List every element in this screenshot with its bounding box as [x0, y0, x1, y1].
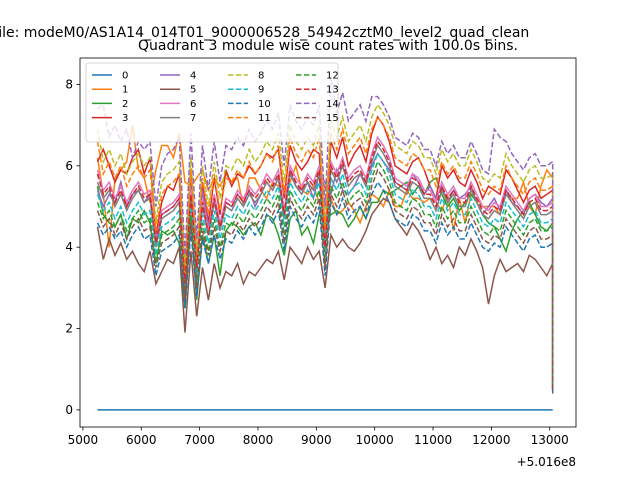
legend-label-14: 14 [326, 99, 339, 110]
legend-label-5: 5 [190, 85, 196, 96]
legend-frame [85, 62, 339, 143]
legend-label-4: 4 [190, 71, 196, 82]
x-tick-label: 9000 [301, 433, 332, 447]
series-line-8 [96, 103, 554, 386]
x-offset-label: +5.016e8 [517, 455, 576, 469]
legend-label-6: 6 [190, 99, 196, 110]
series-line-15 [96, 168, 554, 392]
x-tick-label: 8000 [243, 433, 274, 447]
series-line-12 [96, 160, 554, 390]
x-tick-label: 7000 [184, 433, 215, 447]
y-tick-label: 4 [65, 240, 73, 254]
x-tick-label: 13000 [531, 433, 569, 447]
legend-label-10: 10 [258, 99, 271, 110]
series-line-5 [96, 197, 554, 394]
legend-label-15: 15 [326, 113, 339, 124]
x-tick-label: 5000 [68, 433, 99, 447]
legend-label-13: 13 [326, 85, 339, 96]
series-line-3 [96, 115, 554, 390]
chart-title: Quadrant 3 module wise count rates with … [138, 38, 518, 54]
y-tick-label: 6 [65, 159, 73, 173]
y-tick-label: 8 [65, 77, 73, 91]
x-tick-label: 6000 [126, 433, 157, 447]
plot-frame [79, 57, 577, 428]
y-tick-label: 0 [65, 403, 73, 417]
series-line-13 [96, 139, 554, 390]
axes-layer: 5000 6000 7000 8000 9000 10000 11000 12000 13000… [65, 57, 577, 447]
x-tick-label: 10000 [356, 433, 394, 447]
legend-label-3: 3 [122, 113, 128, 124]
x-tick-label: 11000 [414, 433, 452, 447]
legend-label-8: 8 [258, 71, 264, 82]
y-tick-label: 2 [65, 322, 73, 336]
legend-label-1: 1 [122, 85, 128, 96]
series-layer [96, 76, 554, 411]
series-line-10 [96, 180, 554, 392]
legend-label-9: 9 [258, 85, 264, 96]
series-line-11 [96, 115, 554, 388]
legend-label-2: 2 [122, 99, 128, 110]
legend-label-0: 0 [122, 71, 128, 82]
x-tick-label: 12000 [472, 433, 510, 447]
legend-label-7: 7 [190, 113, 196, 124]
legend-label-12: 12 [326, 71, 339, 82]
legend-label-11: 11 [258, 113, 271, 124]
figure-suptitle: n file: modeM0/AS1A14_014T01_9000006528_… [0, 25, 529, 41]
